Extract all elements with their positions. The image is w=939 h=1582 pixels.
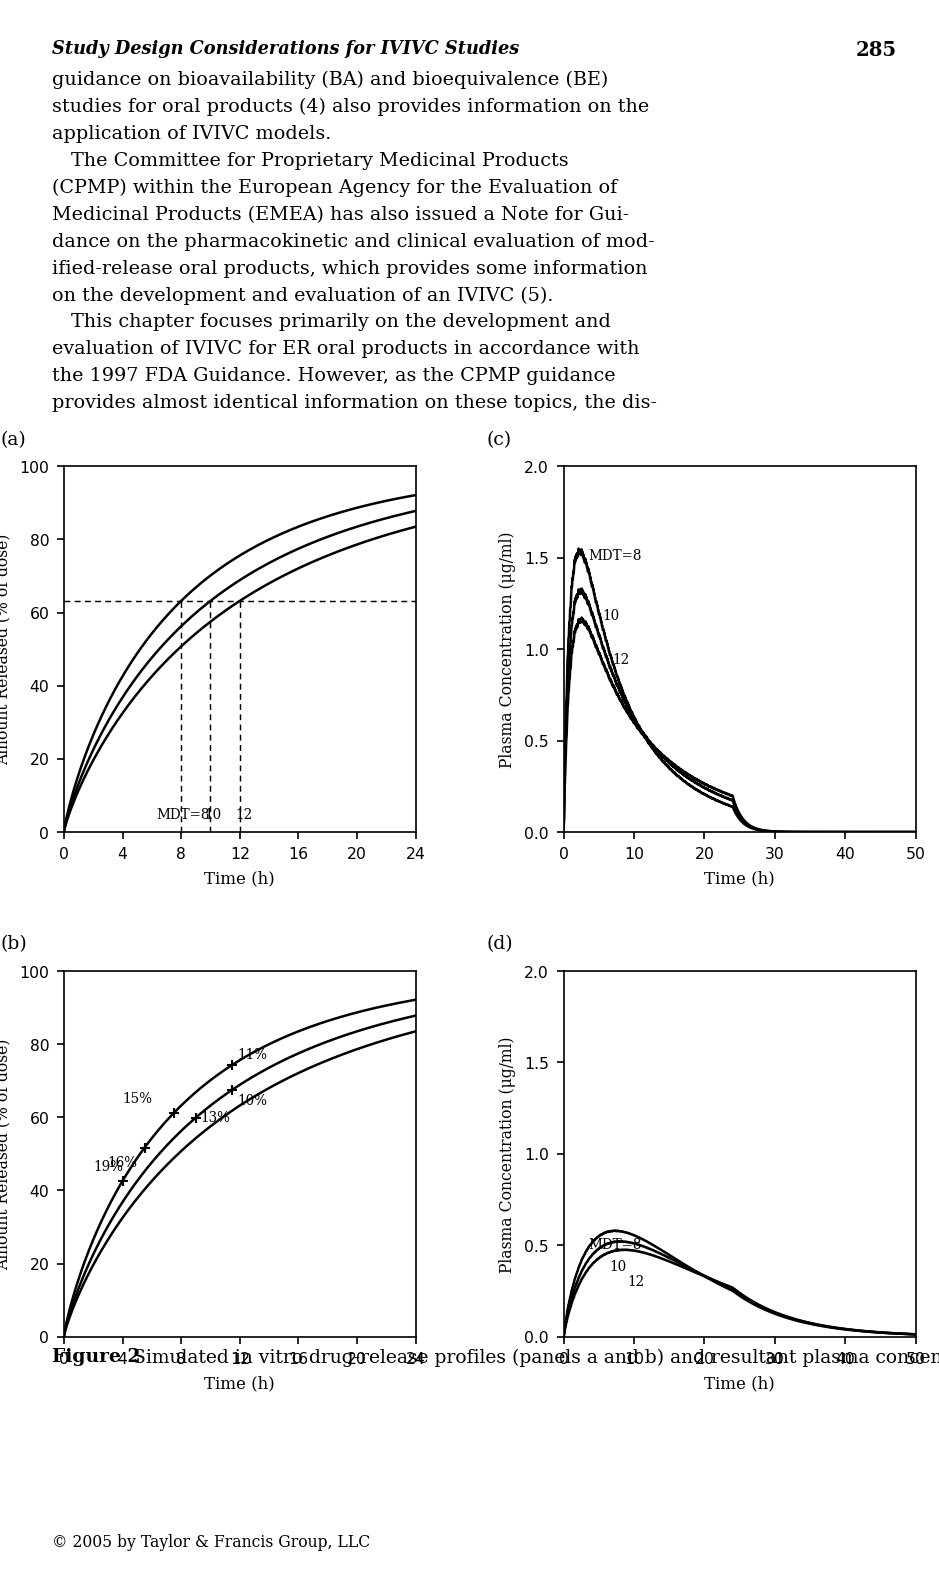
Text: Study Design Considerations for IVIVC Studies: Study Design Considerations for IVIVC St… [52,40,519,57]
Text: (CPMP) within the European Agency for the Evaluation of: (CPMP) within the European Agency for th… [52,179,617,198]
Text: 11%: 11% [237,1047,267,1062]
Text: © 2005 by Taylor & Francis Group, LLC: © 2005 by Taylor & Francis Group, LLC [52,1533,370,1550]
Text: 12: 12 [236,807,253,821]
Text: guidance on bioavailability (BA) and bioequivalence (BE): guidance on bioavailability (BA) and bio… [52,71,608,90]
Text: (c): (c) [486,430,512,449]
Y-axis label: Plasma Concentration (μg/ml): Plasma Concentration (μg/ml) [499,532,516,767]
Text: provides almost identical information on these topics, the dis-: provides almost identical information on… [52,394,656,411]
Text: 10: 10 [205,807,222,821]
Y-axis label: Amount Released (% of dose): Amount Released (% of dose) [0,533,11,766]
Text: (d): (d) [486,935,513,954]
Text: studies for oral products (4) also provides information on the: studies for oral products (4) also provi… [52,98,649,117]
Text: 285: 285 [855,40,897,60]
Text: 19%: 19% [93,1160,123,1174]
X-axis label: Time (h): Time (h) [205,870,275,888]
Text: 10: 10 [609,1259,626,1274]
Text: ified-release oral products, which provides some information: ified-release oral products, which provi… [52,259,647,277]
Text: Medicinal Products (EMEA) has also issued a Note for Gui-: Medicinal Products (EMEA) has also issue… [52,206,629,223]
Text: 16%: 16% [108,1156,138,1169]
Text: MDT=8: MDT=8 [156,807,209,821]
X-axis label: Time (h): Time (h) [704,1375,775,1392]
Text: dance on the pharmacokinetic and clinical evaluation of mod-: dance on the pharmacokinetic and clinica… [52,233,654,250]
Text: MDT=8: MDT=8 [588,1239,641,1251]
Text: (b): (b) [1,935,27,954]
Text: 12: 12 [627,1275,644,1289]
Text: application of IVIVC models.: application of IVIVC models. [52,125,331,142]
Text: The Committee for Proprietary Medicinal Products: The Committee for Proprietary Medicinal … [52,152,568,169]
Text: Figure 2: Figure 2 [52,1348,140,1365]
Text: on the development and evaluation of an IVIVC (5).: on the development and evaluation of an … [52,286,553,305]
Text: Simulated in vitro drug-release profiles (panels a and b) and resultant plasma c: Simulated in vitro drug-release profiles… [115,1348,939,1367]
Text: MDT=8: MDT=8 [588,549,641,563]
Text: the 1997 FDA Guidance. However, as the CPMP guidance: the 1997 FDA Guidance. However, as the C… [52,367,615,384]
Text: 13%: 13% [200,1111,230,1125]
Text: This chapter focuses primarily on the development and: This chapter focuses primarily on the de… [52,313,610,331]
Y-axis label: Amount Released (% of dose): Amount Released (% of dose) [0,1038,11,1270]
Text: 15%: 15% [122,1092,152,1106]
Text: 10: 10 [602,609,620,623]
Text: evaluation of IVIVC for ER oral products in accordance with: evaluation of IVIVC for ER oral products… [52,340,639,358]
Text: 12: 12 [613,653,630,668]
Text: (a): (a) [1,430,26,449]
X-axis label: Time (h): Time (h) [704,870,775,888]
X-axis label: Time (h): Time (h) [205,1375,275,1392]
Y-axis label: Plasma Concentration (μg/ml): Plasma Concentration (μg/ml) [499,1036,516,1272]
Text: 10%: 10% [237,1095,267,1107]
